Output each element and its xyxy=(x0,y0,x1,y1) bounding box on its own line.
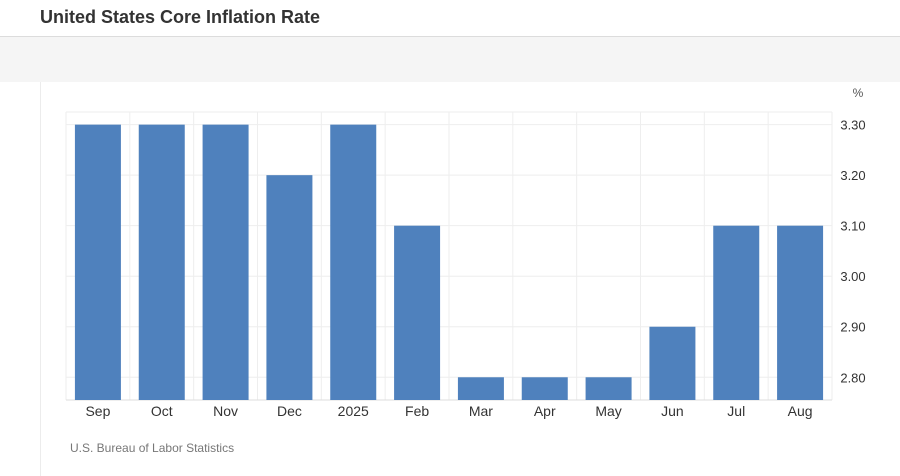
x-tick-label: 2025 xyxy=(338,403,369,419)
bar-aug[interactable] xyxy=(777,225,824,400)
page-title: United States Core Inflation Rate xyxy=(40,7,321,27)
bar-jul[interactable] xyxy=(713,225,760,400)
source-note: U.S. Bureau of Labor Statistics xyxy=(70,441,235,455)
bar-nov[interactable] xyxy=(202,124,249,400)
bar-dec[interactable] xyxy=(266,175,313,400)
grid-layer xyxy=(65,111,833,401)
bar-jun[interactable] xyxy=(649,326,696,400)
content-divider xyxy=(40,82,41,476)
axis-layer: 3.30 3.20 3.10 3.00 2.90 2.80 Sep Oct Nov Dec 2025… xyxy=(85,118,865,419)
bar-may[interactable] xyxy=(585,377,632,400)
x-tick-label: Mar xyxy=(469,403,493,419)
x-tick-label: Apr xyxy=(534,403,556,419)
header-bar: United States Core Inflation Rate xyxy=(0,0,900,37)
y-axis-unit-label: % xyxy=(853,86,864,100)
bar-feb[interactable] xyxy=(394,225,441,400)
y-tick-label: 3.20 xyxy=(840,168,865,183)
x-tick-label: Jul xyxy=(727,403,745,419)
bar-layer xyxy=(74,124,824,400)
y-tick-label: 2.90 xyxy=(840,320,865,335)
x-tick-label: Sep xyxy=(85,403,110,419)
x-tick-label: Oct xyxy=(151,403,173,419)
bar-sep[interactable] xyxy=(74,124,121,400)
x-tick-label: Jun xyxy=(661,403,684,419)
bar-apr[interactable] xyxy=(521,377,568,400)
y-tick-label: 3.10 xyxy=(840,219,865,234)
x-tick-label: Dec xyxy=(277,403,302,419)
x-tick-label: May xyxy=(595,403,621,419)
y-tick-label: 2.80 xyxy=(840,370,865,385)
bar-mar[interactable] xyxy=(457,377,504,400)
bar-2025[interactable] xyxy=(330,124,377,400)
x-tick-label: Feb xyxy=(405,403,429,419)
y-tick-label: 3.30 xyxy=(840,118,865,133)
x-tick-label: Aug xyxy=(788,403,813,419)
toolbar-band xyxy=(0,37,900,82)
x-tick-label: Nov xyxy=(213,403,238,419)
y-tick-label: 3.00 xyxy=(840,269,865,284)
bar-oct[interactable] xyxy=(138,124,185,400)
